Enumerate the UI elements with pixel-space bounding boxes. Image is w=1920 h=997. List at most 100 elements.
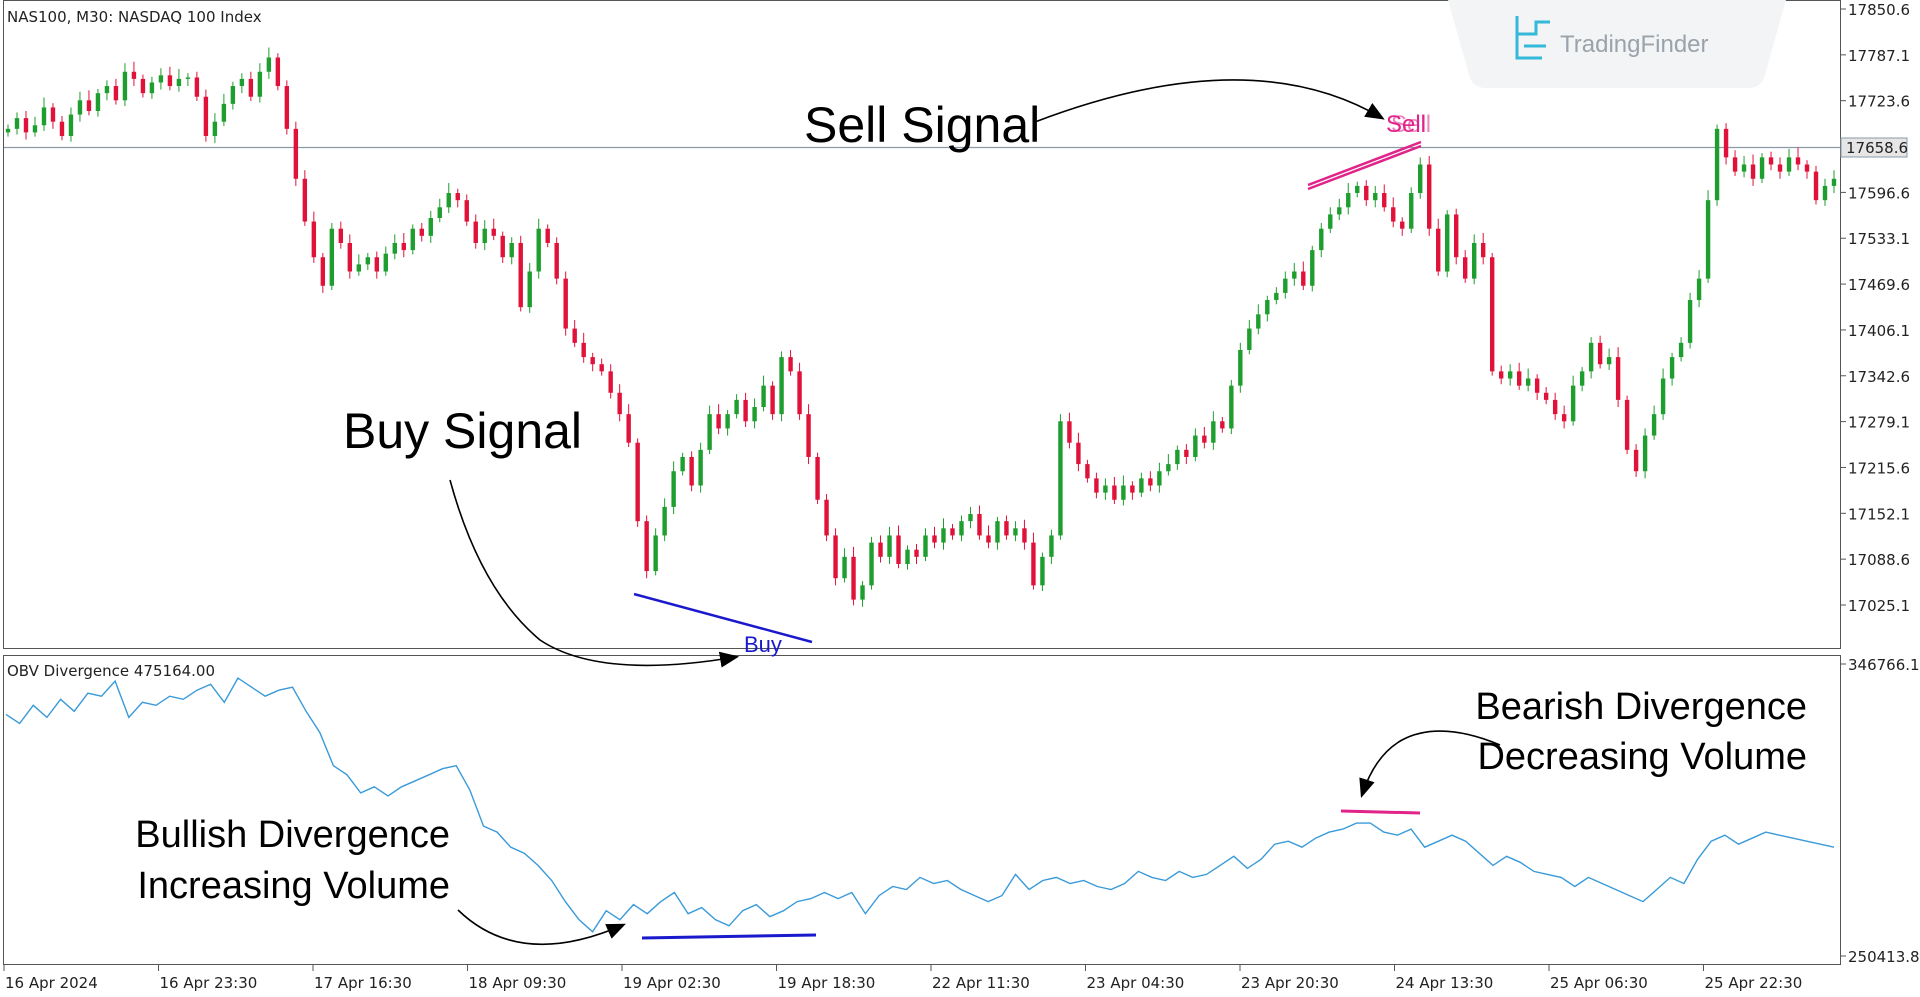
candle <box>1283 271 1288 299</box>
candle <box>392 234 397 260</box>
main-pane-header: NAS100, M30: NASDAQ 100 Index <box>7 8 262 26</box>
candle <box>230 81 236 110</box>
candle <box>644 515 649 579</box>
candle <box>1346 183 1351 215</box>
price-label: 17088.6 <box>1848 551 1910 569</box>
candle <box>1130 481 1135 500</box>
bearish-arrow <box>1359 730 1501 799</box>
candle <box>617 384 622 422</box>
candle <box>1382 184 1387 212</box>
time-label: 23 Apr 04:30 <box>1087 974 1185 992</box>
candle <box>275 53 281 91</box>
candle <box>932 526 937 549</box>
candle <box>662 498 667 542</box>
price-label: 17152.1 <box>1848 505 1910 523</box>
candle <box>1022 519 1027 550</box>
candle <box>896 525 901 569</box>
time-label: 23 Apr 20:30 <box>1241 974 1339 992</box>
candle <box>1409 187 1414 233</box>
candle <box>1777 157 1783 179</box>
candle <box>284 80 290 135</box>
candle <box>1507 364 1513 386</box>
candle <box>1831 170 1837 194</box>
candle <box>536 218 541 279</box>
candle <box>1696 270 1702 308</box>
candle <box>428 210 433 243</box>
candle <box>1184 444 1189 465</box>
candle <box>1418 157 1423 199</box>
bearish-annotation-line1: Bearish Divergence <box>1475 686 1807 728</box>
candle <box>797 362 802 420</box>
candle <box>473 214 478 249</box>
candle <box>1328 207 1333 233</box>
candle <box>707 405 712 455</box>
price-label: 17469.6 <box>1848 276 1910 294</box>
candle <box>1391 197 1396 228</box>
time-label: 17 Apr 16:30 <box>314 974 412 992</box>
price-label: 17025.1 <box>1848 597 1910 615</box>
price-label: 17406.1 <box>1848 322 1910 340</box>
candle <box>1750 154 1756 186</box>
candle <box>347 234 353 279</box>
candle <box>401 232 406 258</box>
candle <box>905 545 910 570</box>
candle <box>248 71 254 102</box>
candle <box>140 74 146 98</box>
candle <box>671 461 676 515</box>
candle <box>239 73 245 94</box>
candle <box>266 47 272 79</box>
candle <box>1031 532 1036 590</box>
candle <box>878 535 883 563</box>
candle <box>599 358 604 376</box>
candle <box>1076 432 1081 472</box>
candle <box>1157 462 1162 493</box>
candle <box>1337 198 1342 221</box>
candle <box>113 78 119 105</box>
candle <box>950 524 955 540</box>
time-label: 18 Apr 09:30 <box>469 974 567 992</box>
indicator-pane-frame <box>3 655 1841 965</box>
candle <box>491 218 496 241</box>
candle <box>203 89 209 142</box>
candle <box>824 494 829 542</box>
candle <box>680 452 685 476</box>
candle <box>122 63 128 107</box>
candle <box>1660 368 1666 420</box>
candle <box>293 121 299 186</box>
candle <box>383 246 388 276</box>
candle <box>959 515 964 542</box>
candle <box>1822 178 1828 206</box>
price-axis: 17850.6 17787.1 17723.6 17596.6 17533.1 17469… <box>1841 1 1910 615</box>
candle <box>1768 151 1774 171</box>
candle <box>320 252 326 293</box>
candle <box>653 528 658 576</box>
buy-arrow <box>449 479 740 668</box>
candle <box>455 188 460 208</box>
candle <box>1238 342 1243 393</box>
candle <box>1579 367 1585 392</box>
candle <box>176 68 182 92</box>
buy-label: Buy <box>744 632 782 657</box>
candle <box>572 320 577 348</box>
candle <box>986 525 991 549</box>
buy-signal-marker: Buy <box>633 592 813 657</box>
candle <box>815 452 820 505</box>
candle <box>1642 428 1648 479</box>
candle <box>257 63 263 103</box>
candle <box>374 251 379 279</box>
obv-line <box>5 677 1835 933</box>
candle <box>410 224 415 255</box>
price-label: 17533.1 <box>1848 230 1910 248</box>
candle <box>1112 476 1117 505</box>
candle <box>1013 521 1018 542</box>
candle <box>1310 245 1315 292</box>
bullish-annotation-line2: Increasing Volume <box>137 865 450 907</box>
candle <box>104 80 110 101</box>
candle <box>1049 529 1054 564</box>
candle <box>1489 252 1495 376</box>
tradingfinder-watermark: TradingFinder <box>1448 0 1786 88</box>
candle <box>149 76 155 99</box>
price-label: 17215.6 <box>1848 459 1910 477</box>
candle <box>14 112 20 135</box>
